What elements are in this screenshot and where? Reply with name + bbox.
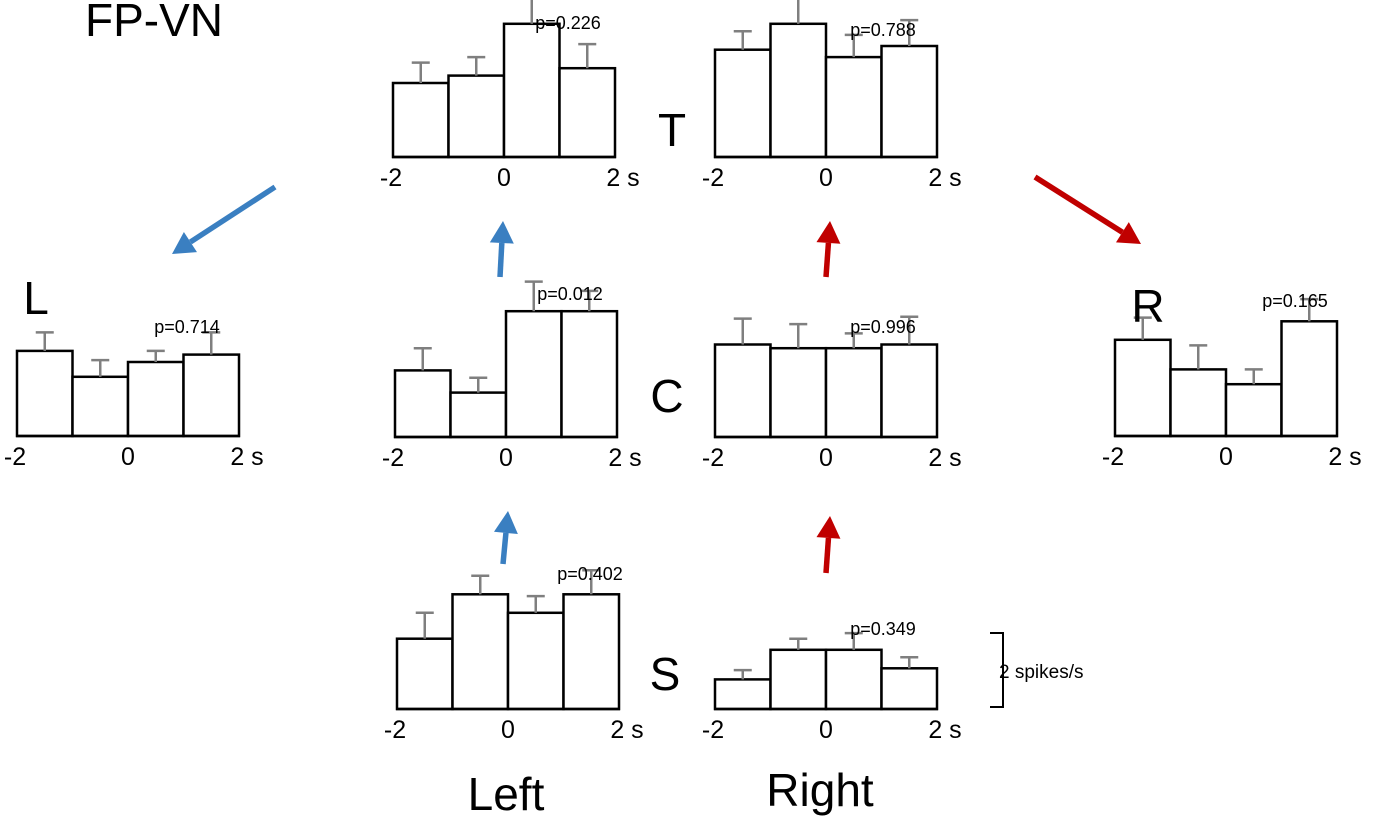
panel-3: -2 0 2 s p=0.012 C <box>382 280 684 472</box>
bar <box>1224 382 1283 438</box>
x-tick-label: 2 s <box>610 716 643 744</box>
bar <box>769 648 828 711</box>
x-tick-label: 0 <box>499 444 513 472</box>
panel-label: L <box>23 272 49 324</box>
panel-8: -2 0 2 s p=0.165 R <box>1102 280 1362 471</box>
bar <box>713 48 772 159</box>
bar <box>713 678 772 711</box>
bar <box>769 346 828 439</box>
panels: -2 0 2 s p=0.226 T -2 0 2 s p=0.788 -2 0 2 s p=0.012… <box>4 0 1362 744</box>
x-tick-label: -2 <box>702 164 724 192</box>
p-value: p=0.349 <box>850 619 916 639</box>
bar <box>449 391 508 439</box>
x-tick-label: 0 <box>819 444 833 472</box>
bar <box>451 593 510 711</box>
x-tick-label: -2 <box>384 716 406 744</box>
scale-bar-bracket <box>990 632 1004 708</box>
bar <box>1113 338 1172 438</box>
x-tick-label: -2 <box>702 716 724 744</box>
x-tick-label: 2 s <box>1328 443 1361 471</box>
p-value: p=0.402 <box>557 564 623 584</box>
bar <box>71 375 130 438</box>
bar <box>880 667 939 711</box>
panel-label: R <box>1131 280 1164 332</box>
x-tick-label: 0 <box>1219 443 1233 471</box>
x-tick-label: 2 s <box>928 716 961 744</box>
x-tick-label: -2 <box>702 444 724 472</box>
x-tick-label: 0 <box>819 164 833 192</box>
bar <box>824 346 883 439</box>
panel-label: S <box>650 648 681 700</box>
panel-1: -2 0 2 s p=0.226 T <box>380 0 686 192</box>
x-tick-label: 0 <box>121 443 135 471</box>
panel-label: C <box>650 370 683 422</box>
bar <box>880 343 939 439</box>
x-tick-label: 2 s <box>928 164 961 192</box>
arrow-left-s-to-c <box>493 511 518 565</box>
bar <box>562 593 621 711</box>
x-tick-label: 0 <box>819 716 833 744</box>
bar <box>393 369 452 439</box>
bar <box>126 360 185 438</box>
column-label-left: Left <box>468 768 545 820</box>
x-tick-label: 0 <box>497 164 511 192</box>
panel-4: -2 0 2 s p=0.996 <box>702 315 962 472</box>
arrow-to-l <box>172 184 277 254</box>
bar <box>506 611 565 711</box>
p-value: p=0.165 <box>1262 291 1328 311</box>
bar <box>880 44 939 159</box>
bar <box>769 22 828 159</box>
bar <box>1280 320 1339 438</box>
arrow-left-c-to-t <box>489 221 514 278</box>
arrow-to-r <box>1033 174 1141 244</box>
bar <box>1169 368 1228 438</box>
bar <box>504 309 563 439</box>
p-value: p=0.226 <box>535 13 601 33</box>
panel-2: -2 0 2 s p=0.788 <box>702 0 962 192</box>
bar <box>182 353 241 438</box>
arrow-right-c-to-t <box>816 221 841 278</box>
bar <box>558 66 617 159</box>
p-value: p=0.714 <box>154 317 220 337</box>
bar <box>824 55 883 159</box>
scale-bar-label: 2 spikes/s <box>999 662 1083 683</box>
bar <box>391 81 450 159</box>
arrows <box>172 174 1141 574</box>
x-tick-label: 2 s <box>928 444 961 472</box>
x-tick-label: -2 <box>380 164 402 192</box>
x-tick-label: 2 s <box>230 443 263 471</box>
arrow-right-s-to-c <box>816 516 841 574</box>
panel-label: T <box>658 104 686 156</box>
x-tick-label: 2 s <box>608 444 641 472</box>
scale-bar: 2 spikes/s <box>990 632 1083 708</box>
p-value: p=0.788 <box>850 20 916 40</box>
bar <box>447 74 506 159</box>
panel-6: -2 0 2 s p=0.349 <box>702 619 962 744</box>
figure-label: FP-VN <box>85 0 223 46</box>
bar <box>713 343 772 439</box>
x-tick-label: -2 <box>382 444 404 472</box>
x-tick-label: -2 <box>4 443 26 471</box>
panel-7: -2 0 2 s p=0.714 L <box>4 272 264 471</box>
x-tick-label: 2 s <box>606 164 639 192</box>
bar <box>502 22 561 159</box>
panel-5: -2 0 2 s p=0.402 S <box>384 564 680 744</box>
bar <box>560 309 619 439</box>
bar <box>395 637 454 711</box>
x-tick-label: 0 <box>501 716 515 744</box>
column-label-right: Right <box>766 764 874 816</box>
bar <box>824 648 883 711</box>
bar <box>15 349 74 438</box>
p-value: p=0.012 <box>537 284 603 304</box>
p-value: p=0.996 <box>850 317 916 337</box>
x-tick-label: -2 <box>1102 443 1124 471</box>
